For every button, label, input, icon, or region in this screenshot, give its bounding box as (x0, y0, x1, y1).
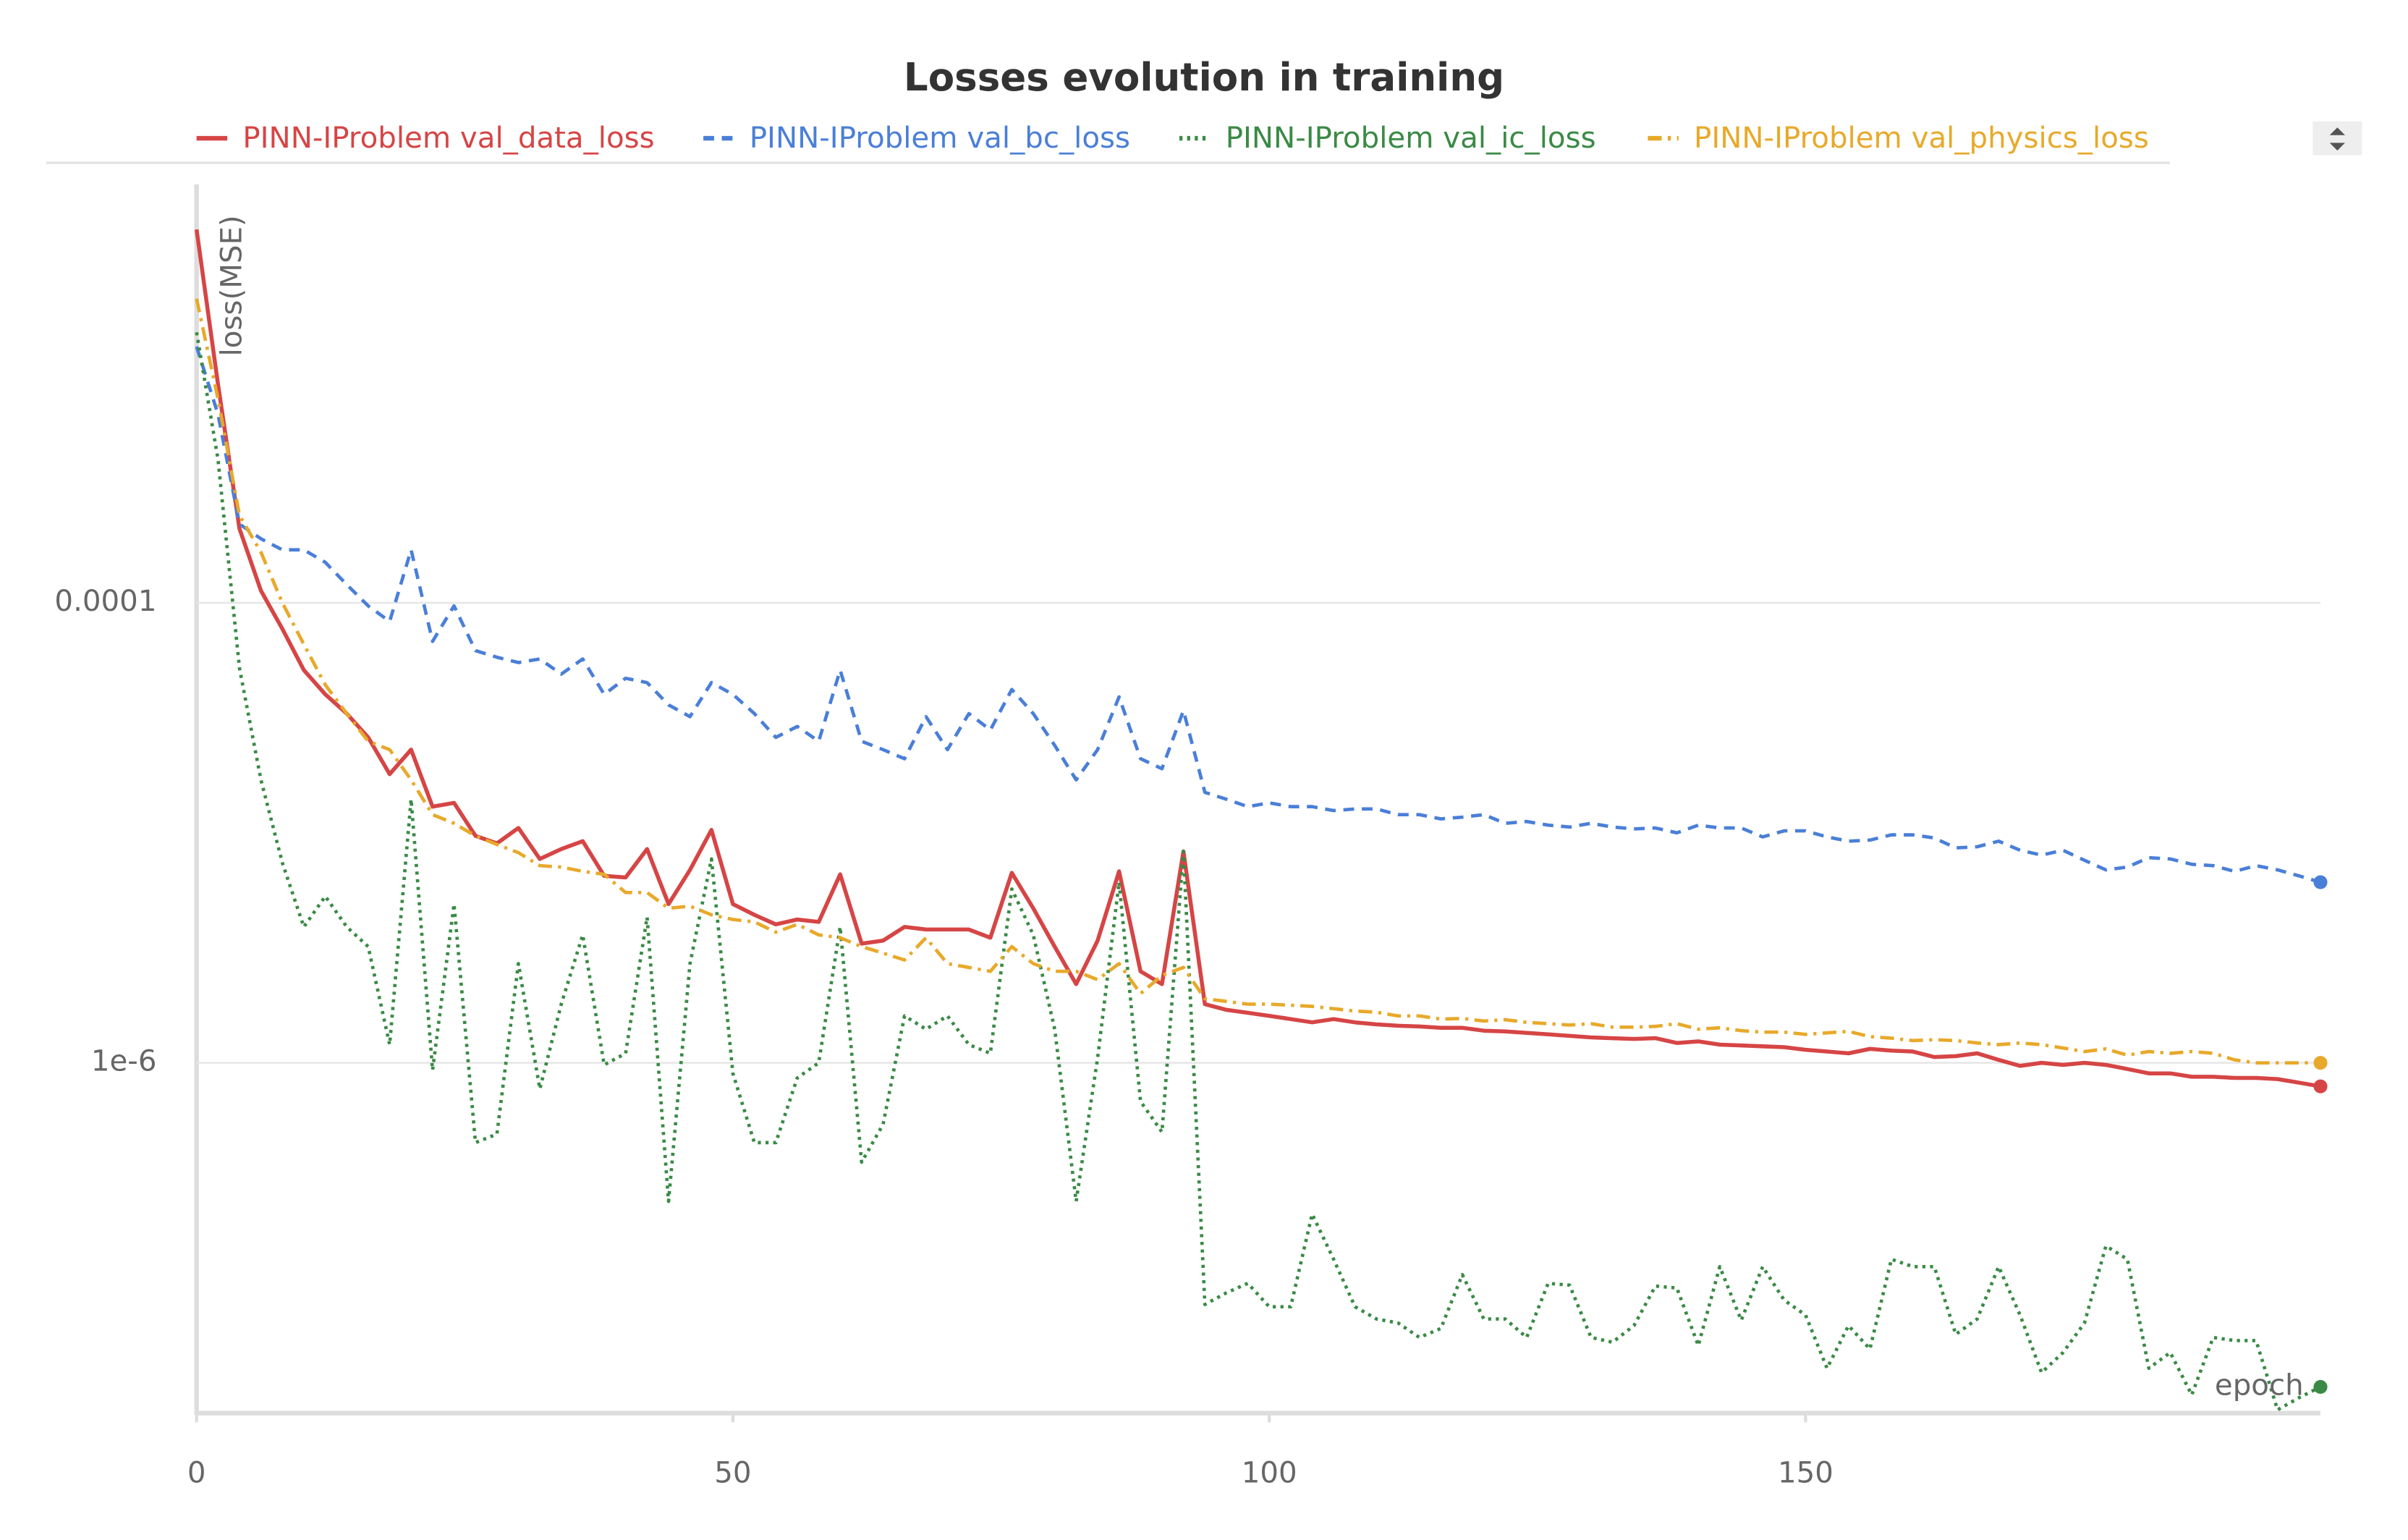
legend-item[interactable]: PINN-IProblem val_physics_loss (1648, 121, 2149, 155)
end-point (2313, 1379, 2328, 1395)
x-tick-label: 100 (1242, 1456, 1297, 1490)
y-tick-label: 1e-6 (91, 1044, 157, 1078)
x-tick-label: 50 (714, 1456, 751, 1490)
series-line (195, 331, 2322, 1412)
legend-item[interactable]: PINN-IProblem val_data_loss (196, 121, 655, 155)
scroll-arrows (2329, 127, 2345, 151)
y-axis-label: loss(MSE) (215, 215, 249, 356)
x-tick-label: 0 (187, 1456, 206, 1490)
legend-label: PINN-IProblem val_bc_loss (750, 121, 1130, 155)
legend-label: PINN-IProblem val_data_loss (242, 121, 654, 155)
x-tick-label: 150 (1778, 1456, 1833, 1490)
x-axis-label: epoch (2215, 1368, 2304, 1402)
series-line (194, 229, 2321, 1088)
end-point (2313, 1056, 2328, 1070)
legend-item[interactable]: PINN-IProblem val_ic_loss (1179, 121, 1596, 155)
chart-title: Losses evolution in training (904, 55, 1504, 100)
end-point (2313, 875, 2328, 889)
series-line (195, 298, 2321, 1065)
legend: PINN-IProblem val_data_loss PINN-IProblem… (196, 121, 2149, 155)
legend-item[interactable]: PINN-IProblem val_bc_loss (703, 121, 1130, 155)
series-line (195, 346, 2321, 884)
legend-scroll[interactable] (2312, 121, 2362, 156)
legend-label: PINN-IProblem val_physics_loss (1694, 121, 2149, 155)
legend-label: PINN-IProblem val_ic_loss (1226, 121, 1596, 155)
end-point (2313, 1079, 2328, 1093)
y-tick-label: 0.0001 (54, 584, 156, 618)
